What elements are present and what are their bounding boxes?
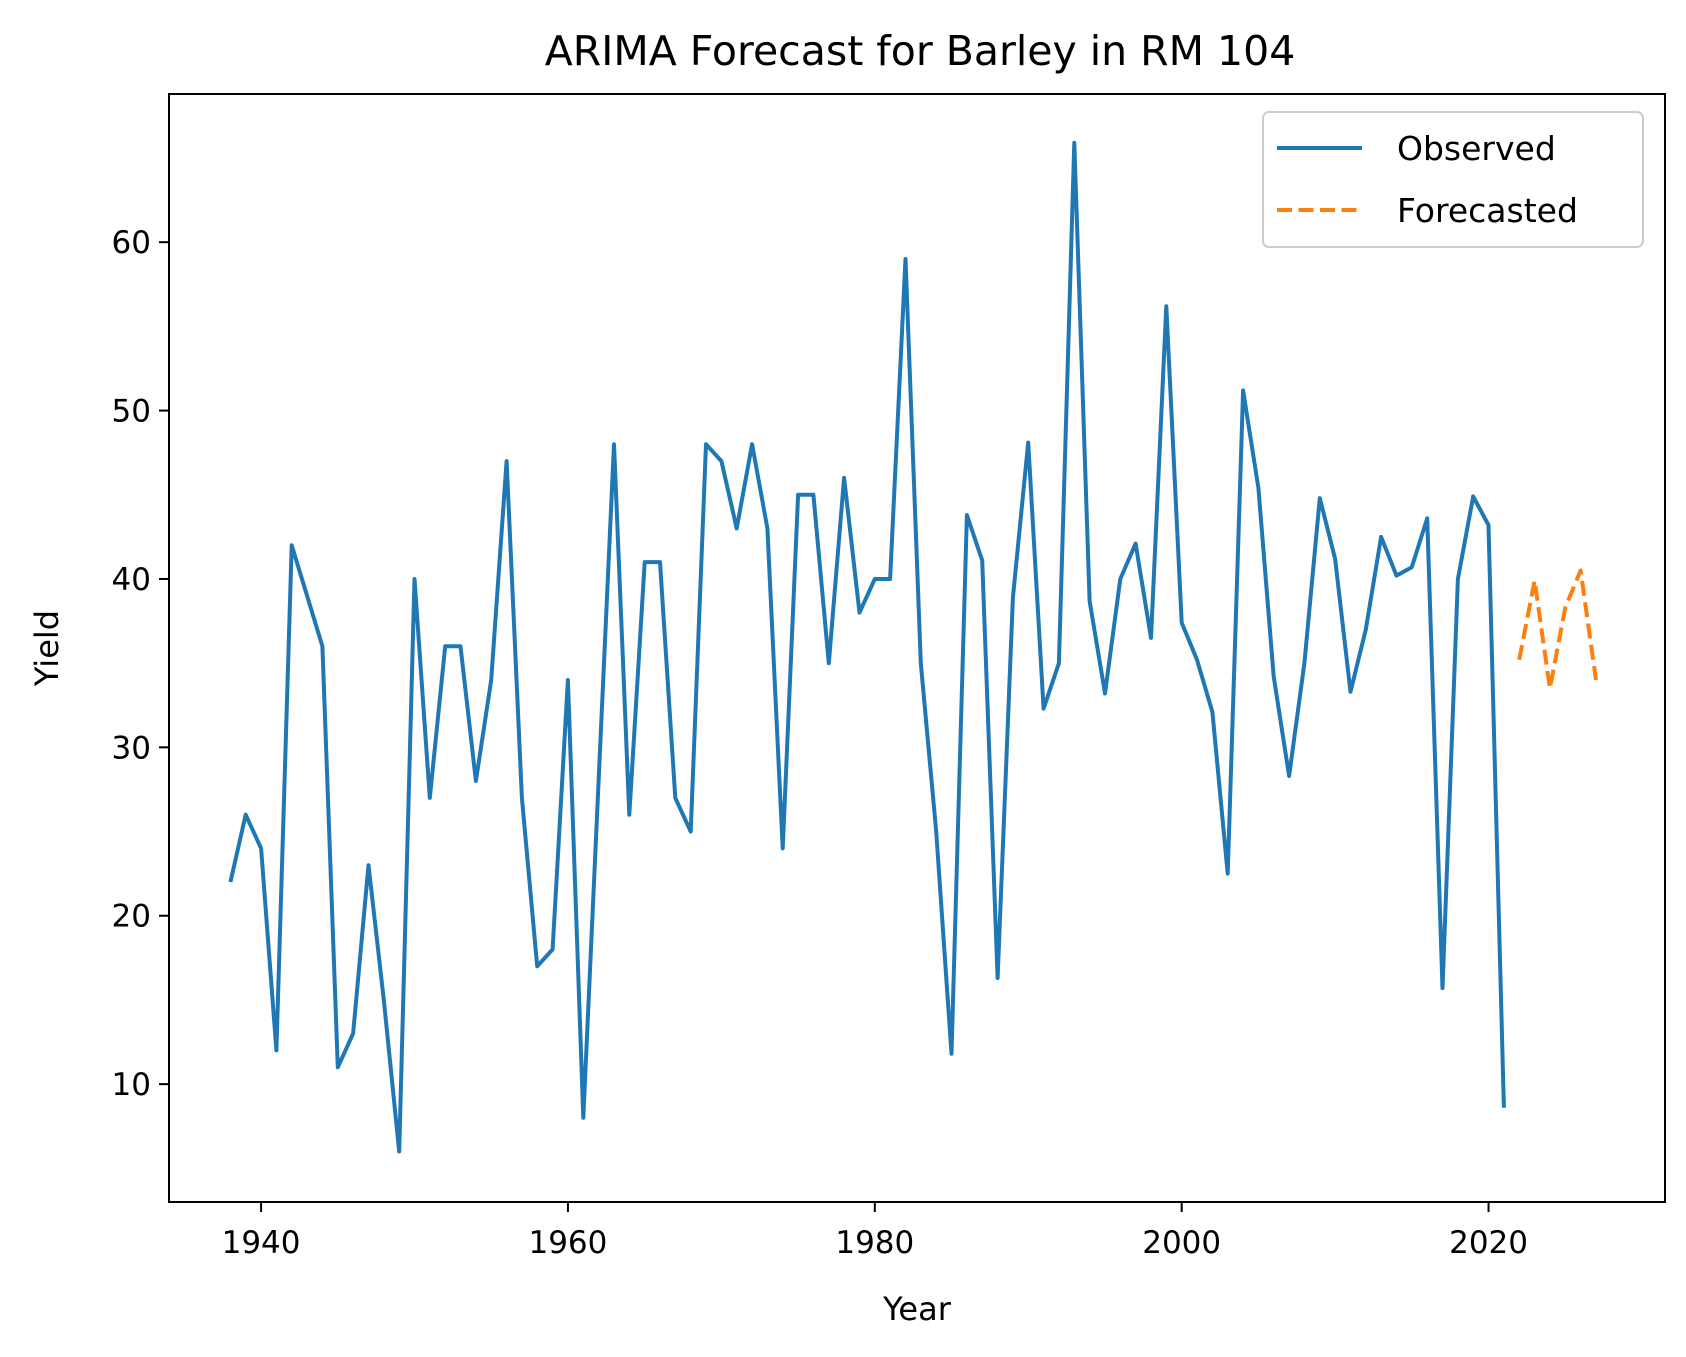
y-tick-label: 50 — [112, 394, 151, 430]
x-tick-label: 1940 — [222, 1225, 301, 1261]
y-axis-label: Yield — [28, 610, 66, 687]
y-tick-label: 10 — [112, 1067, 151, 1103]
y-tick-label: 30 — [112, 730, 151, 766]
series-line-observed — [228, 140, 1506, 1154]
x-tick-label: 2000 — [1142, 1225, 1221, 1261]
x-axis-label: Year — [882, 1290, 952, 1328]
y-tick-label: 40 — [112, 562, 151, 598]
legend-label-forecasted: Forecasted — [1397, 191, 1578, 230]
legend: Observed Forecasted — [1262, 111, 1644, 248]
x-tick-label: 1980 — [835, 1225, 914, 1261]
x-tick-label: 2020 — [1449, 1225, 1528, 1261]
series-line-forecasted — [1517, 568, 1598, 691]
series-layer — [228, 140, 1598, 1154]
plot-area — [168, 93, 1666, 1203]
y-axis: 10 20 30 40 50 60 — [112, 225, 169, 1103]
x-tick-label: 1960 — [528, 1225, 607, 1261]
y-tick-label: 20 — [112, 899, 151, 935]
chart-title: ARIMA Forecast for Barley in RM 104 — [545, 27, 1296, 75]
y-tick-label: 60 — [112, 225, 151, 261]
legend-box — [1262, 111, 1644, 248]
legend-label-observed: Observed — [1397, 129, 1556, 168]
x-axis: 1940 1960 1980 2000 2020 — [222, 1202, 1528, 1261]
